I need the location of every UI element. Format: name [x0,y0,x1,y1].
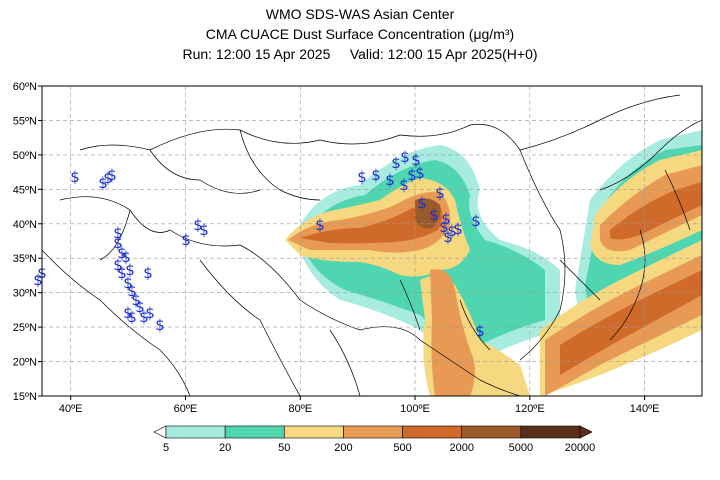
lat-tick-label: 50ºN [13,150,37,162]
colorbar-segment [402,425,463,439]
station-marker: $ [121,248,131,266]
colorbar-label: 5000 [509,442,533,454]
title-line-3: Run: 12:00 15 Apr 2025 Valid: 12:00 15 A… [182,46,538,62]
lon-tick-label: 40ºE [59,403,83,415]
colorbar-label: 20 [219,442,231,454]
station-marker: $ [475,322,485,340]
colorbar-label: 20000 [565,442,596,454]
colorbar-label: 2000 [449,442,473,454]
station-marker: $ [471,212,481,230]
station-marker: $ [385,171,395,189]
lon-tick-label: 80ºE [288,403,312,415]
station-marker: $ [407,166,417,184]
dust-concentration-layer [285,130,702,396]
station-marker: $ [447,222,457,240]
station-marker: $ [429,206,439,224]
station-marker: $ [123,274,133,292]
station-markers: $ $$$$$$$$$$$$$$$$$$$ $$ $$$$$$ $ $$ $$$$$$$$$… [33,148,485,340]
colorbar-segment [461,425,522,439]
colorbar-min-arrow [153,425,167,439]
colorbar-label: 500 [393,442,411,454]
station-marker: $ [400,148,410,166]
station-marker: $ [117,264,127,282]
station-marker: $ [155,316,165,334]
latitude-labels: 15ºN 20ºN 25ºN 30ºN 35ºN 40ºN 45ºN 50ºN 55ºN 60ºN [13,81,42,403]
station-marker: $ [113,234,123,252]
station-marker: $ [103,169,113,187]
longitude-labels: 40ºE 60ºE 80ºE 100ºE 120ºE 140ºE [59,396,660,415]
lat-tick-label: 35ºN [13,253,37,265]
station-marker: $ [193,216,203,234]
station-marker: $ [181,231,191,249]
station-marker: $ [113,256,123,274]
station-marker: $ [399,176,409,194]
colorbar-segment [283,425,344,439]
station-marker: $ [371,166,381,184]
station-marker: $ [315,216,325,234]
map-gridlines [42,86,702,396]
colorbar-segment [165,425,226,439]
station-marker: $ [391,154,401,172]
colorbar-max-arrow [579,425,593,439]
station-marker: $ [131,291,141,309]
station-marker: $ [145,304,155,322]
station-marker: $ [125,261,135,279]
station-marker: $ [443,228,453,246]
station-marker: $ [127,282,137,300]
station-marker: $ [98,174,108,192]
lon-tick-label: 60ºE [174,403,198,415]
station-marker: $ [117,244,127,262]
lat-tick-label: 20ºN [13,357,37,369]
station-marker: $ [123,304,133,322]
station-marker: $ [70,168,80,186]
lat-tick-label: 40ºN [13,219,37,231]
station-marker: $ [417,194,427,212]
lat-tick-label: 30ºN [13,288,37,300]
title-line-1: WMO SDS-WAS Asian Center [265,6,455,22]
colorbar [153,425,593,439]
station-marker: $ [435,184,445,202]
colorbar-label: 5 [163,442,169,454]
station-marker: $ [33,271,43,289]
colorbar-labels: 5 20 50 200 500 2000 5000 20000 [163,442,595,454]
lon-tick-label: 100ºE [400,403,430,415]
station-marker: $ [143,264,153,282]
lat-tick-label: 45ºN [13,184,37,196]
lat-tick-label: 15ºN [13,391,37,403]
station-marker: $ [139,308,149,326]
country-borders [42,94,702,396]
station-marker: $ [439,218,449,236]
station-marker: $ [415,164,425,182]
title-line-2: CMA CUACE Dust Surface Concentration (μg… [205,26,515,42]
colorbar-label: 200 [334,442,352,454]
lat-tick-label: 25ºN [13,322,37,334]
station-marker: $ [127,308,137,326]
station-marker: $ [107,166,117,184]
station-marker: $ [441,210,451,228]
colorbar-segment [520,425,581,439]
station-marker: $ [357,168,367,186]
colorbar-segment [343,425,403,439]
lon-tick-label: 140ºE [630,403,660,415]
station-marker: $ [113,224,123,242]
colorbar-label: 50 [278,442,290,454]
station-marker: $ [453,220,463,238]
station-marker: $ [135,298,145,316]
station-marker: $ [411,151,421,169]
lon-tick-label: 120ºE [515,403,545,415]
station-marker: $ [199,221,209,239]
lat-tick-label: 60ºN [13,81,37,93]
map-frame [41,85,703,397]
lat-tick-label: 55ºN [13,115,37,127]
colorbar-segment [224,425,285,439]
